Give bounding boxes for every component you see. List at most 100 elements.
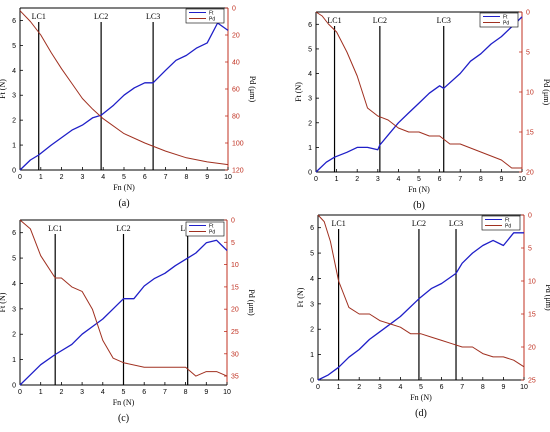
- chart-panel-3: 0 1 2 3 4 5 6 7 8 9 10 0 1 2 3 4 5 6 0 5 10 15 20 25 30 35 Fn (N) F…: [0, 218, 256, 425]
- right-y-tick-label: 20: [231, 307, 239, 314]
- x-tick-label: 10: [223, 389, 231, 396]
- right-y-tick-label: 20: [232, 33, 240, 40]
- critical-load-label: LC1: [48, 224, 62, 233]
- legend-label: Pd: [209, 17, 215, 23]
- legend-box: [185, 8, 225, 24]
- right-y-tick-label: 5: [231, 240, 235, 247]
- left-y-tick-label: 4: [12, 68, 16, 75]
- left-y-tick-label: 3: [12, 93, 16, 100]
- left-y-tick-label: 4: [310, 276, 314, 283]
- x-tick-label: 4: [101, 174, 105, 181]
- left-y-tick-label: 5: [12, 256, 16, 263]
- x-tick-label: 3: [80, 389, 84, 396]
- left-y-tick-label: 2: [308, 120, 312, 127]
- x-tick-label: 4: [101, 389, 105, 396]
- critical-load-label: LC3: [437, 16, 451, 25]
- right-y-axis-label: Pd (μm): [247, 289, 256, 316]
- right-y-tick-label: 0: [528, 213, 532, 220]
- panel-label: (a): [118, 198, 129, 209]
- left-y-tick-label: 5: [310, 251, 314, 258]
- x-tick-label: 10: [224, 174, 232, 181]
- critical-load-label: LC2: [412, 219, 426, 228]
- x-axis-label: Fn (N): [408, 185, 430, 194]
- left-y-tick-label: 4: [308, 71, 312, 78]
- x-axis-label: Fn (N): [113, 183, 135, 192]
- x-tick-label: 1: [39, 174, 43, 181]
- x-tick-label: 7: [460, 384, 464, 391]
- series-line-pd: [19, 10, 229, 166]
- left-y-tick-label: 0: [310, 378, 314, 385]
- left-y-tick-label: 6: [310, 225, 314, 232]
- x-tick-label: 10: [518, 176, 526, 183]
- right-y-tick-label: 35: [231, 374, 239, 381]
- x-tick-label: 1: [335, 176, 339, 183]
- legend-label: Ft: [209, 224, 214, 230]
- left-y-tick-label: 3: [12, 306, 16, 313]
- right-y-tick-label: 25: [528, 378, 536, 385]
- x-tick-label: 5: [419, 384, 423, 391]
- right-y-tick-label: 80: [232, 114, 240, 121]
- left-y-axis-label: Ft (N): [296, 287, 305, 307]
- x-tick-label: 5: [122, 174, 126, 181]
- left-y-tick-label: 2: [310, 327, 314, 334]
- x-tick-label: 0: [18, 174, 22, 181]
- right-y-tick-label: 10: [231, 262, 239, 269]
- critical-load-label: LC1: [327, 16, 341, 25]
- series-line-pd: [317, 214, 525, 368]
- x-tick-label: 2: [355, 176, 359, 183]
- right-y-axis-label: Pd (μm): [542, 79, 550, 106]
- x-tick-label: 4: [396, 176, 400, 183]
- right-y-tick-label: 15: [231, 284, 239, 291]
- x-tick-label: 6: [143, 174, 147, 181]
- panel-label: (c): [118, 413, 129, 424]
- legend-label: Ft: [505, 218, 510, 224]
- x-tick-label: 6: [440, 384, 444, 391]
- series-line-pd: [315, 11, 522, 169]
- right-y-tick-label: 60: [232, 87, 240, 94]
- left-y-tick-label: 1: [310, 352, 314, 359]
- legend-box: [481, 215, 521, 231]
- right-y-tick-label: 25: [231, 329, 239, 336]
- critical-load-label: LC2: [116, 224, 130, 233]
- right-y-tick-label: 10: [526, 90, 534, 97]
- x-tick-label: 8: [184, 389, 188, 396]
- critical-load-label: LC2: [94, 12, 108, 21]
- right-y-tick-label: 0: [526, 10, 530, 17]
- x-axis-label: Fn (N): [113, 398, 135, 407]
- x-tick-label: 2: [59, 389, 63, 396]
- x-tick-label: 9: [501, 384, 505, 391]
- x-tick-label: 9: [499, 176, 503, 183]
- x-axis-label: Fn (N): [410, 393, 432, 402]
- x-tick-label: 7: [163, 389, 167, 396]
- left-y-tick-label: 4: [12, 281, 16, 288]
- x-tick-label: 5: [417, 176, 421, 183]
- critical-load-label: LC1: [331, 219, 345, 228]
- right-y-tick-label: 5: [528, 246, 532, 253]
- right-y-tick-label: 100: [232, 141, 244, 148]
- x-tick-label: 10: [520, 384, 528, 391]
- left-y-tick-label: 3: [308, 96, 312, 103]
- left-y-axis-label: Ft (N): [0, 79, 7, 99]
- x-tick-label: 3: [378, 384, 382, 391]
- chart-panel-2: 0 1 2 3 4 5 6 7 8 9 10 0 1 2 3 4 5 6 0 5 10 15 20 Fn (N) Ft (N) P…: [294, 10, 550, 212]
- right-y-tick-label: 10: [528, 279, 536, 286]
- left-y-tick-label: 1: [12, 143, 16, 150]
- left-y-tick-label: 0: [308, 170, 312, 177]
- x-tick-label: 7: [458, 176, 462, 183]
- left-y-tick-label: 5: [308, 46, 312, 53]
- x-tick-label: 5: [122, 389, 126, 396]
- right-y-tick-label: 15: [528, 312, 536, 319]
- right-y-tick-label: 120: [232, 168, 244, 175]
- critical-load-label: LC1: [32, 12, 46, 21]
- right-y-tick-label: 5: [526, 50, 530, 57]
- left-y-tick-label: 6: [308, 22, 312, 29]
- chart-panel-4: 0 1 2 3 4 5 6 7 8 9 10 0 1 2 3 4 5 6 0 5 10 15 20 25 Fn (N) Ft (N…: [296, 213, 550, 420]
- right-y-tick-label: 0: [231, 218, 235, 225]
- x-tick-label: 6: [438, 176, 442, 183]
- left-y-tick-label: 1: [12, 357, 16, 364]
- x-tick-label: 6: [142, 389, 146, 396]
